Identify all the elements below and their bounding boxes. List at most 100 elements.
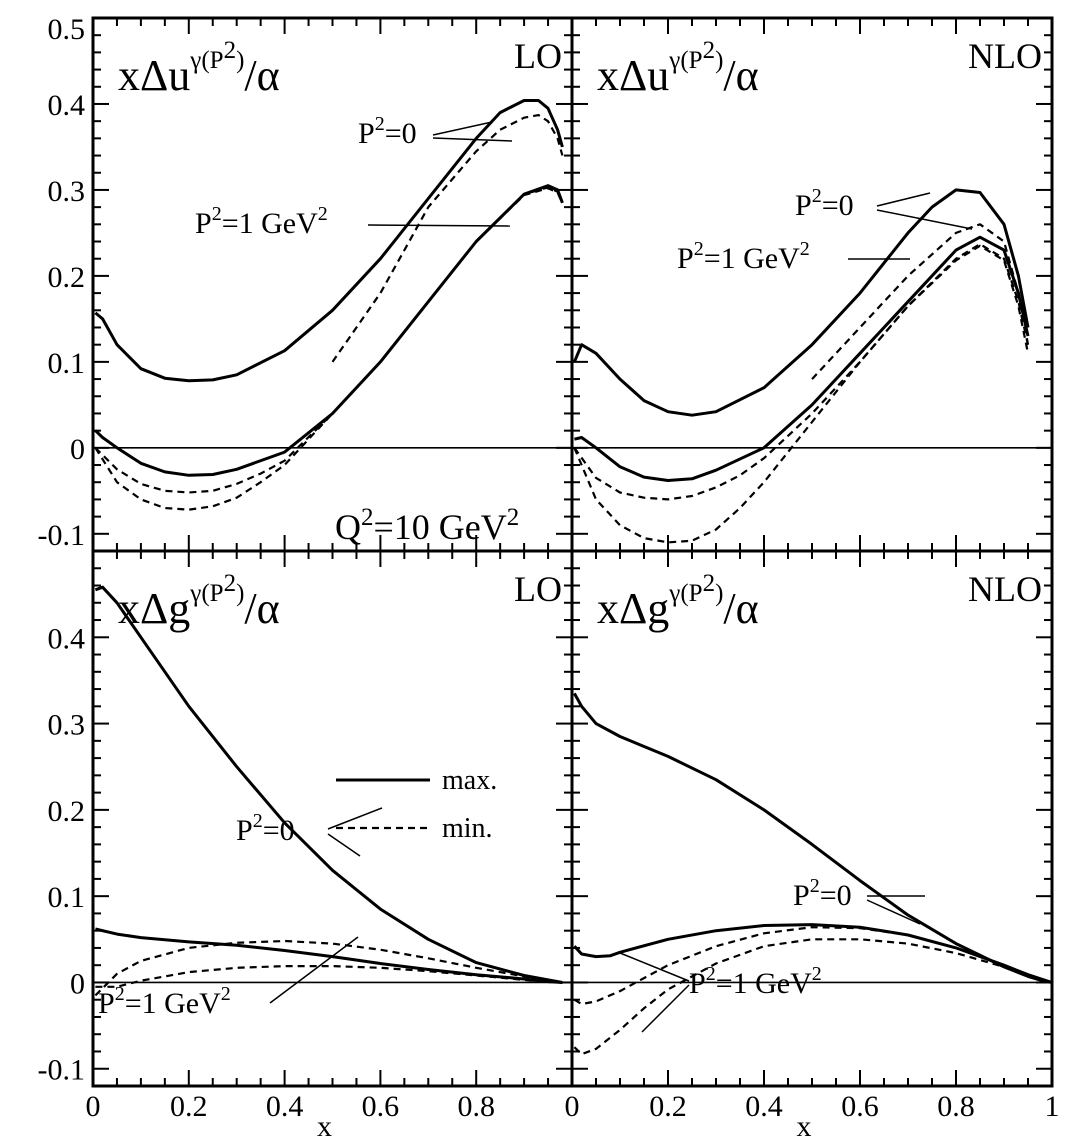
y-tick-label: 0.4 — [48, 622, 86, 655]
curve-annotation-part: 2 — [706, 963, 716, 985]
curve-annotation-part: 2 — [375, 113, 385, 135]
panel-title-part: xΔg — [597, 584, 669, 633]
curve-annotation-part: =1 GeV — [222, 207, 318, 240]
panel-title-part: γ(P — [668, 580, 702, 607]
curve-annotation: P2=0 — [793, 875, 852, 912]
panel-title: xΔuγ(P2)/α — [118, 37, 280, 100]
curve-annotation-part: 2 — [253, 810, 263, 832]
annotation-leader-line — [432, 121, 493, 136]
curve-annotation-part: P — [795, 189, 812, 222]
series-dashed-curve-4 — [94, 187, 564, 511]
x-tick-label: 0 — [86, 1090, 101, 1123]
panel-title-part: xΔu — [597, 51, 669, 100]
panel-title-part: γ(P — [189, 47, 223, 74]
curve-annotation-part: =0 — [263, 814, 295, 847]
axes-layer — [91, 16, 1054, 1088]
series-dashed-curve-2 — [94, 939, 563, 997]
curve-annotation: P2=0 — [236, 810, 295, 847]
y-tick-label: -0.1 — [38, 1054, 86, 1087]
curve-annotation-part: P — [677, 242, 694, 275]
y-tick-label: 0.5 — [48, 13, 86, 46]
legend-label: max. — [442, 765, 497, 796]
q2-label-part: 2 — [507, 504, 520, 531]
y-tick-label: 0.2 — [48, 261, 86, 294]
series-dashed-curve-3 — [95, 965, 563, 988]
curve-annotation-part: =0 — [385, 117, 417, 150]
panel-title-part: ) — [236, 47, 244, 74]
curve-annotation-part: =0 — [822, 189, 854, 222]
curve-annotation: P2=0 — [358, 113, 417, 150]
y-tick-label: 0.1 — [48, 347, 86, 380]
panel-title-part: /α — [244, 51, 279, 100]
curve-annotation-part: 2 — [115, 983, 125, 1005]
x-axis-label: x — [797, 1110, 812, 1139]
x-tick-label: 0.4 — [745, 1090, 783, 1123]
annotation-leader-line — [432, 137, 513, 142]
series-solid-curve-0 — [94, 585, 563, 984]
annotation-leader-line — [327, 807, 383, 830]
x-axis-label: x — [317, 1110, 332, 1139]
series-dashed-curve-4 — [573, 244, 1030, 544]
x-tick-label: 0.2 — [649, 1090, 687, 1123]
annotation-leader-line — [619, 952, 690, 982]
panel-title-part: γ(P — [668, 47, 702, 74]
series-solid-curve-2 — [94, 184, 564, 477]
curve-annotation-part: 2 — [810, 875, 820, 897]
series-dashed-curve-3 — [94, 186, 564, 494]
curve-annotation: P2=1 GeV2 — [689, 963, 822, 1000]
annotation-leader-line — [327, 833, 361, 857]
panel-title-part: γ(P — [189, 580, 223, 607]
panel-title-part: /α — [244, 584, 279, 633]
curve-annotation-part: 2 — [318, 203, 328, 225]
legend-label: min. — [442, 813, 493, 844]
q2-label-part: Q — [335, 507, 361, 547]
order-label: NLO — [968, 569, 1042, 609]
y-tick-label: 0.4 — [48, 89, 86, 122]
series-solid-curve-0 — [573, 188, 1030, 417]
q2-label: Q2=10 GeV2 — [335, 504, 519, 547]
curve-annotation-part: P — [358, 117, 375, 150]
annotation-leader-line — [866, 899, 921, 925]
curve-annotation-part: 2 — [221, 983, 231, 1005]
curve-annotation-part: P — [236, 814, 253, 847]
annotation-leader-line — [876, 209, 973, 230]
panel-title: xΔgγ(P2)/α — [118, 570, 280, 633]
curve-annotation: P2=1 GeV2 — [98, 983, 231, 1020]
x-tick-label: 0 — [565, 1090, 580, 1123]
annotation-leader-line — [641, 984, 690, 1033]
y-tick-label: 0.3 — [48, 175, 86, 208]
curve-annotation-part: =0 — [820, 879, 852, 912]
panel-title-part: 2 — [224, 37, 237, 64]
annotation-leader-line — [876, 192, 931, 207]
panel-title-part: /α — [723, 584, 758, 633]
series-solid-curve-0 — [94, 99, 564, 383]
curve-annotation: P2=0 — [795, 185, 854, 222]
x-tick-label: 0.6 — [362, 1090, 400, 1123]
curve-annotation-part: 2 — [812, 963, 822, 985]
annotation-leader-line — [367, 224, 511, 227]
x-tick-label: 0.2 — [170, 1090, 208, 1123]
series-dashed-curve-3 — [573, 243, 1030, 501]
panel-title-part: ) — [715, 580, 723, 607]
curve-annotation-part: =1 GeV — [704, 242, 800, 275]
y-tick-label: 0.3 — [48, 709, 86, 742]
curve-annotation-part: =1 GeV — [125, 987, 221, 1020]
panel-title-part: ) — [236, 580, 244, 607]
order-label: NLO — [968, 36, 1042, 76]
y-tick-label: 0 — [70, 433, 85, 466]
curve-annotation-part: P — [98, 987, 115, 1020]
panel-title-part: 2 — [703, 37, 716, 64]
panel-title-part: /α — [723, 51, 758, 100]
curve-annotation-part: P — [793, 879, 810, 912]
curve-annotation: P2=1 GeV2 — [195, 203, 328, 240]
series-dashed-curve-1 — [811, 223, 1030, 380]
panel-title-part: ) — [715, 47, 723, 74]
y-tick-label: 0 — [70, 967, 85, 1000]
curve-annotation-part: 2 — [212, 203, 222, 225]
q2-label-part: =10 GeV — [374, 507, 507, 547]
panel-title: xΔuγ(P2)/α — [597, 37, 759, 100]
panel-title-part: 2 — [703, 570, 716, 597]
series-dashed-curve-2 — [573, 926, 1053, 1006]
